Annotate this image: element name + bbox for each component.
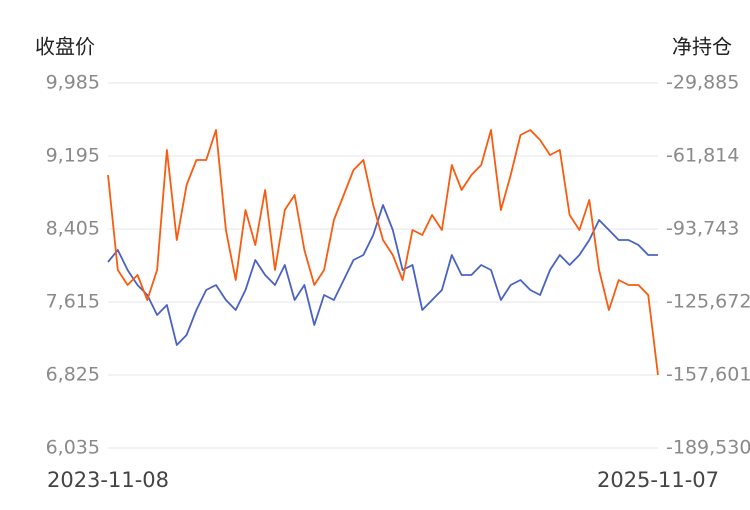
y2-tick-label: -157,601 (666, 364, 750, 386)
series-line (107, 204, 658, 346)
y-tick-label: 6,035 (46, 437, 100, 459)
y-tick-label: 9,985 (46, 72, 100, 94)
y2-tick-label: -29,885 (666, 72, 739, 94)
x-tick-label: 2023-11-08 (47, 468, 169, 492)
y2-tick-label: -93,743 (666, 218, 739, 240)
y-axis-title: 收盘价 (35, 35, 95, 59)
y2-tick-label: -125,672 (666, 291, 750, 313)
x-tick-label: 2025-11-07 (597, 468, 719, 492)
y-tick-label: 6,825 (46, 364, 100, 386)
y-tick-label: 7,615 (46, 291, 100, 313)
y2-axis-title: 净持仓 (672, 35, 732, 59)
y2-tick-label: -61,814 (666, 145, 739, 167)
y2-tick-label: -189,530 (666, 437, 750, 459)
y-tick-label: 8,405 (46, 218, 100, 240)
series-line (107, 129, 659, 376)
y-tick-label: 9,195 (46, 145, 100, 167)
